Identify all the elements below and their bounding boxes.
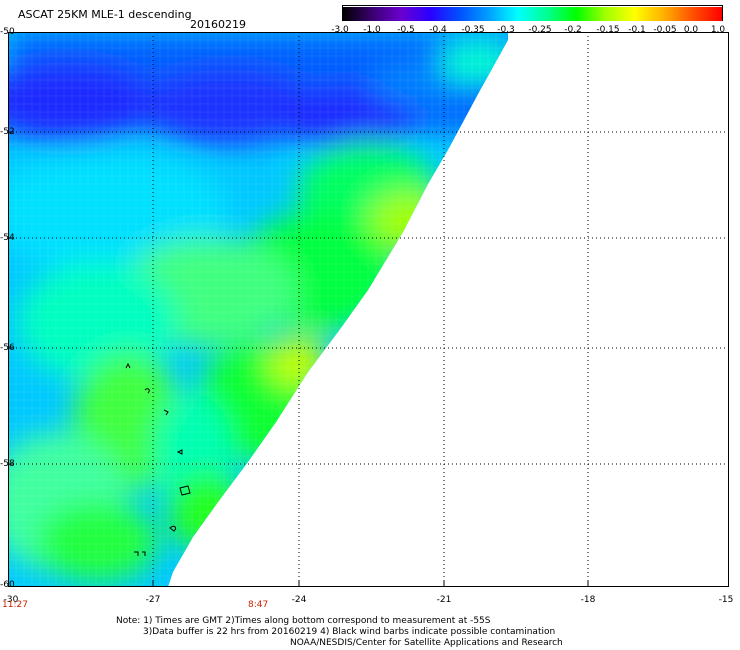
x-tick-label: -27	[145, 595, 161, 605]
grid-lines	[8, 32, 729, 587]
x-tick-label: -24	[291, 595, 307, 605]
color-scale-bar	[342, 5, 723, 21]
wind-barb	[179, 485, 191, 496]
color-scale-fill	[343, 7, 722, 21]
y-tick-label: -50	[0, 27, 15, 37]
wind-barb	[144, 388, 150, 394]
scale-tick: -1.0	[363, 25, 381, 35]
wind-barb	[163, 409, 169, 416]
wind-barb	[134, 551, 146, 556]
color-scale-ticks: -3.0 -1.0 -0.5 -0.4 -0.35 -0.3 -0.25 -0.…	[330, 25, 730, 37]
y-tick-label: -52	[0, 127, 15, 137]
chart-title: ASCAT 25KM MLE-1 descending	[18, 8, 192, 21]
scale-tick: -0.5	[397, 25, 415, 35]
measurement-time: 11:27	[2, 600, 28, 610]
y-tick-label: -60	[0, 580, 15, 590]
scale-tick: -0.05	[653, 25, 677, 35]
x-tick-label: -21	[436, 595, 452, 605]
x-tick-label: -30	[3, 595, 19, 605]
scale-tick: -0.15	[596, 25, 620, 35]
scale-tick: -0.2	[564, 25, 582, 35]
measurement-time: 8:47	[248, 600, 269, 610]
map-plot-area	[8, 32, 729, 587]
wind-barb	[125, 362, 131, 369]
scale-tick: -0.1	[628, 25, 646, 35]
color-scale-gradient	[343, 7, 722, 21]
credit-line: NOAA/NESDIS/Center for Satellite Applica…	[290, 638, 563, 648]
wind-field-map	[8, 32, 729, 587]
y-tick-label: -56	[0, 343, 15, 353]
wind-barb	[176, 449, 183, 455]
footnote-line: 3)Data buffer is 22 hrs from 20160219 4)…	[143, 627, 556, 637]
scale-tick: -0.4	[429, 25, 447, 35]
contaminated-wind-barbs	[125, 362, 191, 556]
footnote-line: Note: 1) Times are GMT 2)Times along bot…	[116, 616, 491, 626]
scale-tick: -0.3	[497, 25, 515, 35]
wind-barb	[169, 525, 177, 532]
y-tick-label: -58	[0, 459, 15, 469]
scale-tick: 1.0	[710, 25, 726, 35]
scale-tick: -3.0	[331, 25, 349, 35]
x-tick-label: -15	[718, 595, 734, 605]
axis-ticks	[8, 131, 589, 587]
y-tick-label: -54	[0, 233, 15, 243]
scale-tick: -0.35	[461, 25, 485, 35]
x-tick-label: -18	[580, 595, 596, 605]
swath-data	[8, 32, 508, 587]
scale-tick: -0.25	[528, 25, 552, 35]
chart-date: 20160219	[190, 18, 246, 31]
map-frame	[8, 32, 729, 587]
scale-tick: 0.0	[683, 25, 699, 35]
